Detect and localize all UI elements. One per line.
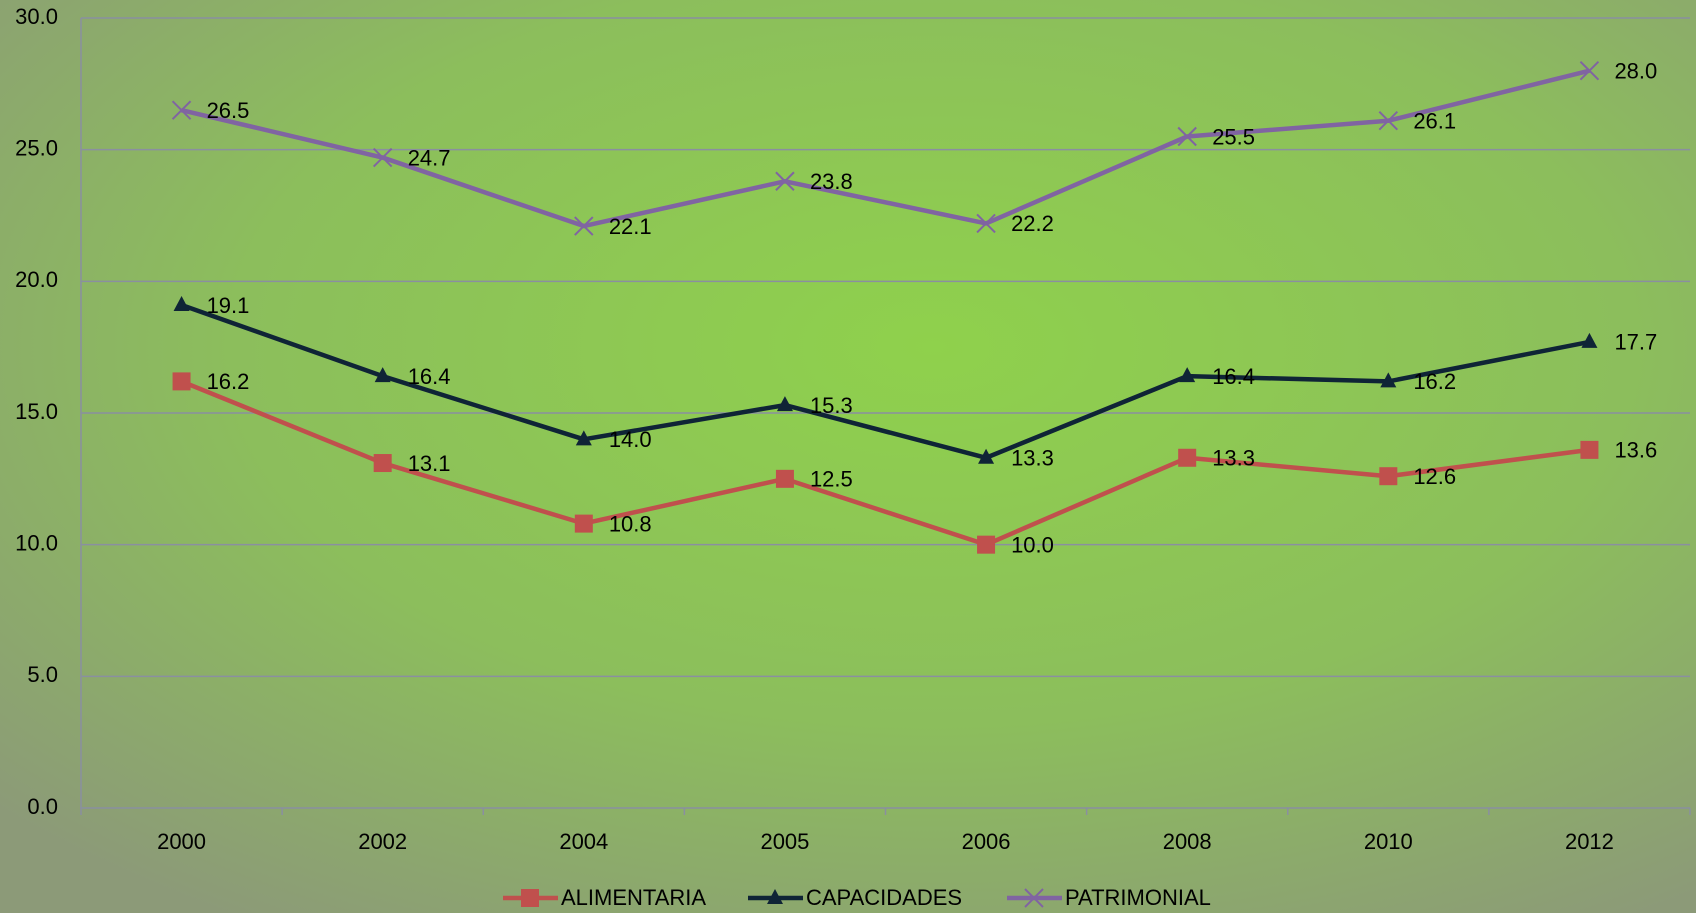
- marker: [1379, 467, 1398, 486]
- y-tick-label: 10.0: [15, 530, 58, 555]
- series-line: [181, 68, 1590, 229]
- marker: [575, 430, 592, 446]
- y-tick-label: 0.0: [27, 794, 58, 819]
- marker: [1380, 372, 1397, 388]
- marker: [1178, 448, 1197, 467]
- data-label: 22.2: [1011, 211, 1054, 236]
- data-label: 16.4: [408, 364, 451, 389]
- marker: [1580, 440, 1599, 459]
- marker: [1581, 332, 1598, 348]
- legend-item: ALIMENTARIA: [503, 885, 706, 910]
- x-tick-label: 2012: [1565, 829, 1614, 854]
- series-line: [180, 379, 1590, 547]
- data-label: 26.1: [1413, 109, 1456, 134]
- marker: [574, 514, 593, 533]
- legend-label: CAPACIDADES: [806, 885, 962, 910]
- legend-label: ALIMENTARIA: [561, 885, 706, 910]
- data-label: 13.6: [1614, 438, 1657, 463]
- y-tick-label: 30.0: [15, 4, 58, 29]
- marker: [1179, 367, 1196, 383]
- x-tick-label: 2000: [157, 829, 206, 854]
- marker: [775, 171, 795, 191]
- data-label: 13.3: [1212, 446, 1255, 471]
- data-label: 10.0: [1011, 532, 1054, 557]
- marker: [1024, 888, 1044, 908]
- y-tick-label: 15.0: [15, 399, 58, 424]
- data-label: 16.2: [207, 369, 250, 394]
- x-tick-label: 2005: [760, 829, 809, 854]
- data-label: 16.4: [1212, 364, 1255, 389]
- data-label: 28.0: [1614, 58, 1657, 83]
- marker: [1579, 60, 1600, 81]
- marker: [373, 454, 392, 473]
- marker: [767, 889, 783, 904]
- x-tick-label: 2004: [559, 829, 608, 854]
- data-label: 26.5: [207, 98, 250, 123]
- marker: [374, 367, 391, 383]
- marker: [1378, 110, 1399, 131]
- data-label: 22.1: [609, 214, 652, 239]
- data-label: 17.7: [1614, 330, 1657, 355]
- marker: [171, 100, 192, 120]
- data-label: 10.8: [609, 511, 652, 536]
- data-label: 13.1: [408, 451, 451, 476]
- marker: [173, 296, 190, 312]
- marker: [976, 213, 996, 234]
- data-label: 12.6: [1413, 464, 1456, 489]
- data-label: 19.1: [207, 293, 250, 318]
- marker: [775, 469, 794, 488]
- x-tick-label: 2002: [358, 829, 407, 854]
- marker: [1177, 126, 1197, 147]
- data-label: 24.7: [408, 145, 451, 170]
- x-tick-label: 2010: [1364, 829, 1413, 854]
- data-label: 15.3: [810, 393, 853, 418]
- y-tick-label: 25.0: [15, 135, 58, 160]
- legend-label: PATRIMONIAL: [1065, 885, 1211, 910]
- data-label: 14.0: [609, 427, 652, 452]
- data-label: 25.5: [1212, 124, 1255, 149]
- series-line: [180, 302, 1590, 461]
- marker: [978, 448, 995, 464]
- marker: [521, 889, 539, 907]
- data-label: 23.8: [810, 169, 853, 194]
- marker: [172, 372, 191, 391]
- y-tick-label: 20.0: [15, 267, 58, 292]
- legend-item: PATRIMONIAL: [1007, 885, 1211, 910]
- y-tick-label: 5.0: [27, 662, 58, 687]
- data-label: 12.5: [810, 467, 853, 492]
- x-tick-label: 2006: [962, 829, 1011, 854]
- marker: [372, 147, 393, 168]
- marker: [776, 396, 793, 412]
- marker: [574, 216, 594, 236]
- x-tick-label: 2008: [1163, 829, 1212, 854]
- marker: [977, 535, 996, 554]
- data-label: 13.3: [1011, 446, 1054, 471]
- legend-item: CAPACIDADES: [748, 885, 962, 910]
- data-label: 16.2: [1413, 369, 1456, 394]
